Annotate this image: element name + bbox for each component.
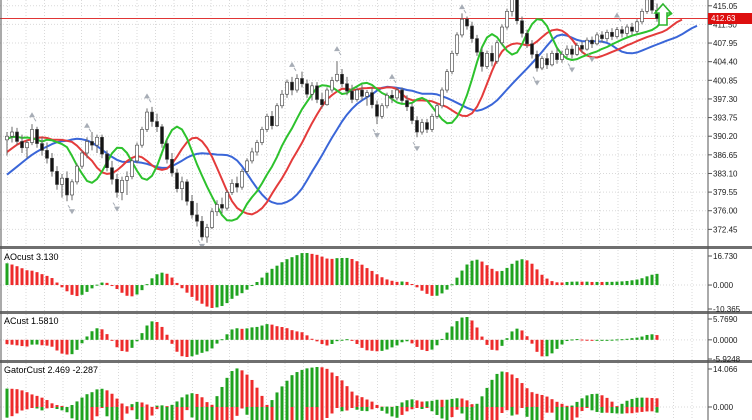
candlesticks (5, 0, 659, 243)
price-axis-label: 379.55 (713, 188, 738, 197)
ao-histogram (0, 253, 708, 308)
indicator-axis-label: 16.730 (713, 252, 738, 261)
indicator-label-acust: ACust 1.5810 (4, 316, 59, 326)
alligator-jaw-line (6, 24, 698, 205)
price-axis-label: 397.30 (713, 95, 738, 104)
price-axis[interactable]: 415.05 411.50 407.95 404.40 400.85 397.30 393.… (708, 2, 741, 412)
ac-histogram (0, 317, 708, 357)
indicator-label-gatorcust: GatorCust 2.469 -2.287 (4, 365, 99, 375)
gator-histogram (0, 367, 708, 420)
alligator-teeth-line (6, 18, 683, 216)
indicator-axis-label: 0.0000 (713, 336, 738, 345)
price-axis-label: 386.65 (713, 151, 738, 160)
price-axis-label: 390.20 (713, 132, 738, 141)
price-axis-label: 400.85 (713, 76, 738, 85)
price-axis-label: 376.00 (713, 207, 738, 216)
price-axis-label: 415.05 (713, 2, 738, 11)
indicator-label-aocust: AOcust 3.130 (4, 252, 59, 262)
indicator-axis-label: -5.9248 (713, 355, 741, 364)
panel-separator (0, 311, 752, 314)
indicator-axis-label: 0.000 (713, 281, 734, 290)
candlestick-panel[interactable] (0, 0, 708, 249)
indicator-axis-label: 0.000 (713, 403, 734, 412)
price-axis-label: 393.75 (713, 114, 738, 123)
alligator-lips-line (6, 12, 673, 222)
indicator-axis-label: 14.066 (713, 365, 738, 374)
panel-separator (0, 246, 752, 249)
price-axis-label: 383.10 (713, 169, 738, 178)
buy-signal-arrow-icon (653, 2, 673, 26)
panel-separator (0, 360, 752, 363)
current-price-box: 412.63 (708, 13, 752, 24)
price-axis-label: 372.45 (713, 225, 738, 234)
fractal-arrows (29, 4, 622, 246)
indicator-axis-label: -10.365 (713, 305, 741, 314)
indicator-axis-label: 5.7690 (713, 315, 738, 324)
price-axis-label: 407.95 (713, 39, 738, 48)
price-axis-label: 404.40 (713, 58, 738, 67)
price-axis-label: 411.50 (713, 20, 737, 29)
